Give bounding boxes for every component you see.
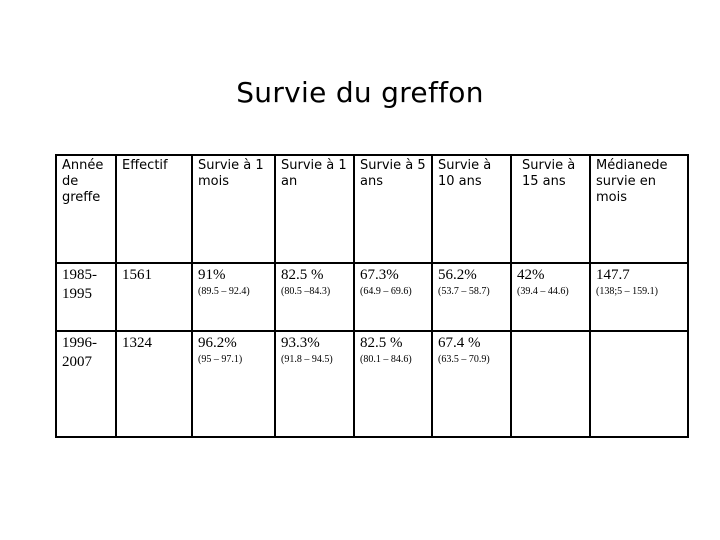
survival-value: 93.3% — [281, 335, 320, 351]
effectif-cell: 1561 — [115, 262, 193, 332]
period-label: 1996-2007 — [62, 335, 97, 370]
survival-value: 56.2% — [438, 267, 477, 283]
header-survie-1-an: Survie à 1 an — [274, 154, 355, 264]
survival-cell: 67.4 % (63.5 – 70.9) — [431, 330, 512, 438]
confidence-interval: (95 – 97.1) — [198, 354, 243, 365]
graft-survival-table: Année de greffe Effectif Survie à 1 mois… — [55, 154, 689, 438]
survival-cell: 96.2% (95 – 97.1) — [191, 330, 276, 438]
confidence-interval: (80.5 –84.3) — [281, 286, 331, 297]
confidence-interval: (91.8 – 94.5) — [281, 354, 333, 365]
confidence-interval: (89.5 – 92.4) — [198, 286, 250, 297]
header-survie-5-ans: Survie à 5 ans — [353, 154, 433, 264]
header-survie-10-ans: Survie à 10 ans — [431, 154, 512, 264]
survival-value: 147.7 — [596, 267, 630, 283]
survival-value: 91% — [198, 267, 226, 283]
survival-cell: 82.5 % (80.1 – 84.6) — [353, 330, 433, 438]
period-cell: 1985-1995 — [55, 262, 117, 332]
survival-cell: 67.3% (64.9 – 69.6) — [353, 262, 433, 332]
effectif-cell: 1324 — [115, 330, 193, 438]
header-effectif: Effectif — [115, 154, 193, 264]
survival-cell: 82.5 % (80.5 –84.3) — [274, 262, 355, 332]
confidence-interval: (63.5 – 70.9) — [438, 354, 490, 365]
confidence-interval: (64.9 – 69.6) — [360, 286, 412, 297]
survival-cell: 91% (89.5 – 92.4) — [191, 262, 276, 332]
period-label: 1985-1995 — [62, 267, 97, 302]
confidence-interval: (138;5 – 159.1) — [596, 286, 658, 297]
table-row: 1996-2007 1324 96.2% (95 – 97.1) 93.3% (91… — [55, 330, 689, 438]
survival-value: 82.5 % — [281, 267, 324, 283]
survival-cell: 56.2% (53.7 – 58.7) — [431, 262, 512, 332]
survival-cell: 42% (39.4 – 44.6) — [510, 262, 591, 332]
effectif-value: 1324 — [122, 335, 152, 351]
confidence-interval: (39.4 – 44.6) — [517, 286, 569, 297]
header-annee-greffe: Année de greffe — [55, 154, 117, 264]
empty-cell — [589, 330, 689, 438]
header-survie-1-mois: Survie à 1 mois — [191, 154, 276, 264]
slide-title: Survie du greffon — [236, 76, 484, 109]
survival-value: 42% — [517, 267, 545, 283]
survival-value: 82.5 % — [360, 335, 403, 351]
survival-cell: 93.3% (91.8 – 94.5) — [274, 330, 355, 438]
header-row: Année de greffe Effectif Survie à 1 mois… — [55, 154, 689, 264]
survival-value: 67.3% — [360, 267, 399, 283]
confidence-interval: (80.1 – 84.6) — [360, 354, 412, 365]
header-survie-15-ans: Survie à 15 ans — [510, 154, 591, 264]
survival-value: 67.4 % — [438, 335, 481, 351]
median-survival-cell: 147.7 (138;5 – 159.1) — [589, 262, 689, 332]
effectif-value: 1561 — [122, 267, 152, 283]
empty-cell — [510, 330, 591, 438]
confidence-interval: (53.7 – 58.7) — [438, 286, 490, 297]
survival-value: 96.2% — [198, 335, 237, 351]
header-mediane-survie: Médianede survie en mois — [589, 154, 689, 264]
period-cell: 1996-2007 — [55, 330, 117, 438]
table-row: 1985-1995 1561 91% (89.5 – 92.4) 82.5 % (8… — [55, 262, 689, 332]
